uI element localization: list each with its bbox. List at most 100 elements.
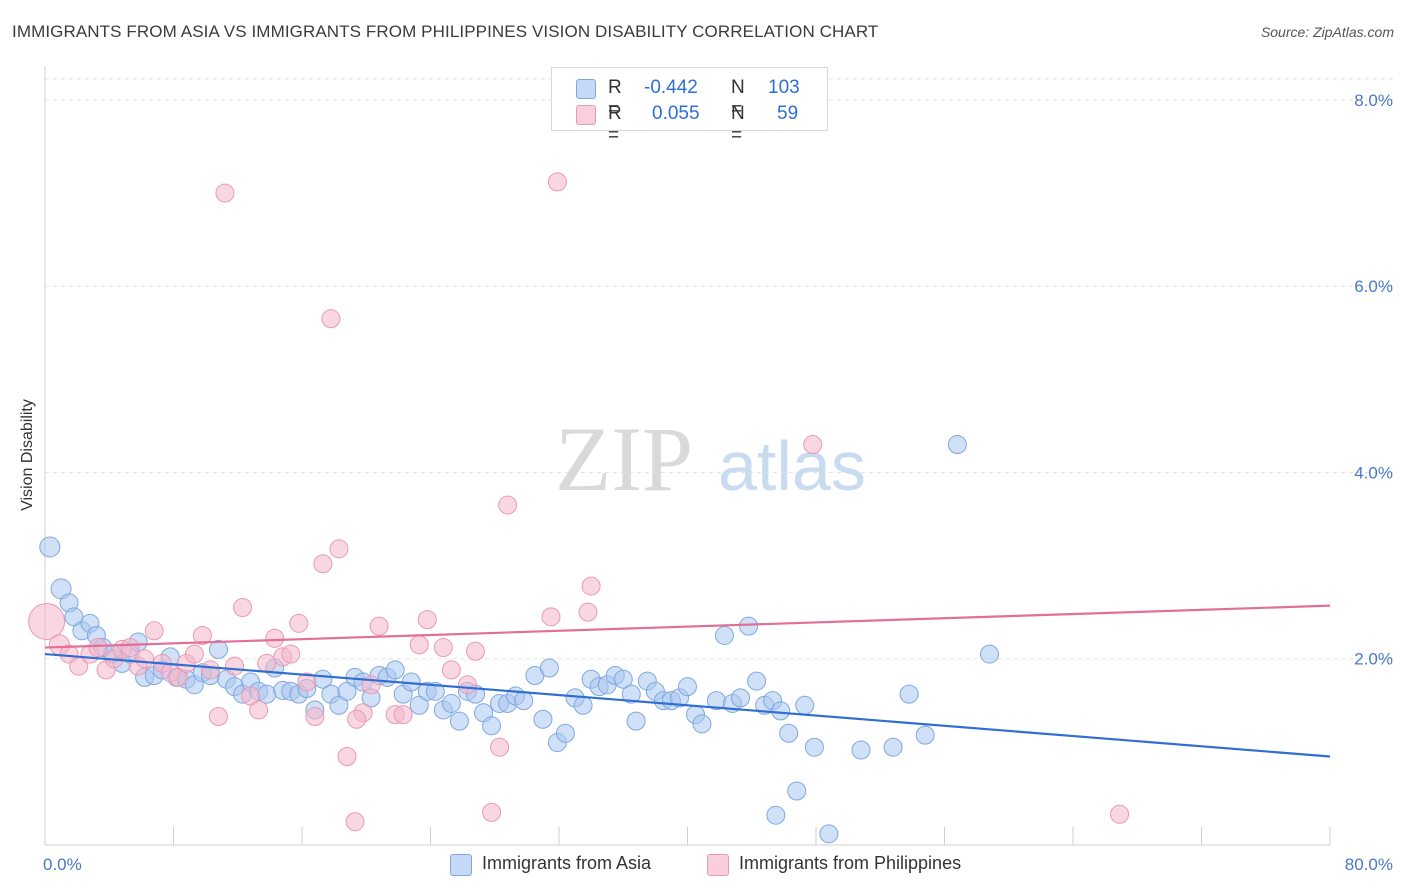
point-asia <box>692 714 712 734</box>
point-philippines <box>417 610 437 630</box>
point-asia <box>779 723 799 743</box>
point-philippines <box>498 495 518 515</box>
point-philippines <box>409 635 429 655</box>
legend-label-asia: Immigrants from Asia <box>482 853 652 873</box>
y-tick-label: 4.0% <box>1354 463 1393 482</box>
point-philippines <box>369 616 389 636</box>
point-philippines <box>215 183 235 203</box>
point-philippines <box>490 737 510 757</box>
point-philippines <box>441 660 461 680</box>
trend-line-philippines <box>44 604 1331 649</box>
point-asia <box>533 709 553 729</box>
point-philippines <box>208 706 228 726</box>
point-asia <box>804 737 824 757</box>
point-asia <box>915 725 935 745</box>
point-philippines <box>120 638 140 658</box>
y-tick-label: 6.0% <box>1354 277 1393 296</box>
legend-n-value: 59 <box>777 103 799 124</box>
y-tick-label: 2.0% <box>1354 650 1393 669</box>
point-philippines <box>547 172 567 192</box>
legend-swatch-asia <box>450 854 472 876</box>
point-asia <box>819 824 839 844</box>
point-philippines <box>393 705 413 725</box>
point-philippines <box>457 675 477 695</box>
point-asia <box>947 435 967 455</box>
series-legend: Immigrants from Asia Immigrants from Phi… <box>0 852 1406 878</box>
point-philippines <box>1110 804 1130 824</box>
watermark: ZIP atlas <box>555 408 866 510</box>
point-philippines <box>281 644 301 664</box>
legend-swatch-philippines <box>576 105 596 125</box>
point-philippines <box>184 644 204 664</box>
chart-title: IMMIGRANTS FROM ASIA VS IMMIGRANTS FROM … <box>12 22 879 41</box>
point-asia <box>899 684 919 704</box>
point-asia <box>747 671 767 691</box>
series-philippines <box>28 172 1130 832</box>
point-philippines <box>541 607 561 627</box>
legend-n-label: N = <box>731 77 745 120</box>
point-philippines <box>144 621 164 641</box>
correlation-legend: R = -0.442 N = 103 R = 0.055 N = 59 <box>551 67 828 146</box>
point-philippines <box>289 613 309 633</box>
legend-n-label: N = <box>731 103 745 146</box>
point-asia <box>555 723 575 743</box>
point-philippines <box>803 435 823 455</box>
axes <box>44 66 1331 846</box>
point-philippines <box>200 660 220 680</box>
point-asia <box>851 740 871 760</box>
point-philippines <box>347 709 367 729</box>
point-asia <box>449 711 469 731</box>
point-asia <box>573 695 593 715</box>
point-philippines <box>329 539 349 559</box>
chart-source: Source: ZipAtlas.com <box>1260 24 1394 40</box>
point-asia <box>714 625 734 645</box>
point-asia <box>626 711 646 731</box>
legend-swatch-philippines <box>707 854 729 876</box>
point-philippines <box>305 706 325 726</box>
point-asia <box>208 639 228 659</box>
point-philippines <box>233 598 253 618</box>
legend-r-value: -0.442 <box>644 77 698 98</box>
point-asia <box>787 781 807 801</box>
point-asia <box>739 616 759 636</box>
legend-n-value: 103 <box>768 77 800 98</box>
point-philippines <box>465 641 485 661</box>
point-asia <box>39 536 61 558</box>
point-asia <box>257 684 277 704</box>
point-philippines <box>345 812 365 832</box>
point-asia <box>514 691 534 711</box>
point-philippines <box>313 554 333 574</box>
point-asia <box>678 677 697 697</box>
point-philippines <box>28 602 66 640</box>
point-philippines <box>297 672 317 692</box>
point-philippines <box>88 638 108 658</box>
point-philippines <box>482 802 502 822</box>
point-asia <box>731 688 751 708</box>
point-asia <box>795 695 815 715</box>
point-philippines <box>265 628 285 648</box>
point-asia <box>482 716 502 736</box>
point-asia <box>539 658 559 678</box>
y-tick-label: 8.0% <box>1354 91 1393 110</box>
legend-r-value: 0.055 <box>652 103 700 124</box>
point-asia <box>766 805 786 825</box>
point-asia <box>621 684 641 704</box>
point-philippines <box>578 602 598 622</box>
legend-r-label: R = <box>608 103 622 146</box>
point-asia <box>883 737 903 757</box>
legend-swatch-asia <box>576 79 596 99</box>
point-philippines <box>581 576 601 596</box>
point-philippines <box>192 625 212 645</box>
point-asia <box>441 693 461 713</box>
tick-labels: 2.0% 4.0% 6.0% 8.0% 0.0% 80.0% <box>43 91 1393 874</box>
point-asia <box>771 701 791 721</box>
point-asia <box>979 644 999 664</box>
watermark-atlas: atlas <box>718 427 866 505</box>
trend-lines <box>44 604 1331 758</box>
data-points <box>28 172 1130 844</box>
x-tick-label: 0.0% <box>43 855 82 874</box>
point-asia <box>613 669 633 689</box>
legend-r-label: R = <box>608 77 622 120</box>
point-philippines <box>135 649 155 669</box>
